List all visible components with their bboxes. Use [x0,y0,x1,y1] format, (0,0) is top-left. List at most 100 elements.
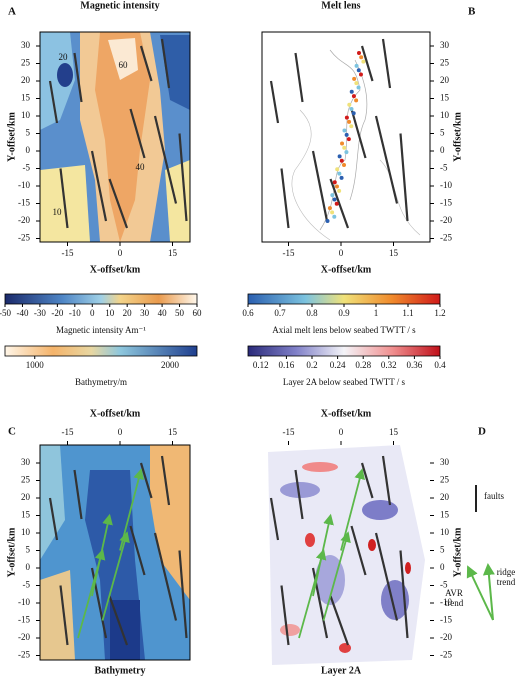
fault [294,469,304,520]
panel-letter: C [8,426,16,438]
melt-lens-point [342,145,347,150]
y-tick-label: 20 [21,492,31,502]
fault [59,168,69,229]
fault [129,525,146,576]
colorbar-label: Layer 2A below seabed TWTT / s [283,377,406,387]
melt-lens-point [337,154,342,159]
fault [350,525,367,576]
y-tick-label: 25 [440,475,450,485]
trend-arrow [312,513,334,597]
colorbar-label: Magnetic intensity Am⁻¹ [56,325,146,335]
panel-title: Magnetic intensity [80,0,159,11]
fault [280,168,290,229]
colorbar-tick-label: 0.9 [338,308,350,318]
y-tick-label: 30 [440,457,450,467]
fault [160,38,171,89]
fault [178,133,188,222]
y-tick-label: -5 [23,163,31,173]
melt-lens-point [349,107,354,111]
fault [129,108,146,159]
legend-avr-trend: trend [445,598,464,608]
x-tick-label: 15 [389,427,399,437]
contour-label: 20 [59,52,69,62]
colorbar-tick-label: -30 [34,308,46,318]
x-tick-label: 15 [389,248,399,258]
x-tick-label: 15 [168,248,178,258]
fault [90,150,108,222]
fault [280,585,290,646]
panel-caption: Layer 2A [321,665,362,676]
y-tick-label: 25 [21,475,31,485]
y-tick-label: 0 [440,562,445,572]
panel-caption: Bathymetry [94,665,145,676]
colorbar-tick-label: -20 [51,308,63,318]
x-axis-label: X-offset/km [321,408,372,419]
y-tick-label: 15 [21,93,31,103]
trend-arrow [340,468,365,551]
y-tick-label: 15 [21,510,31,520]
y-axis-label: Y-offset/km [6,527,17,577]
fault [329,178,350,229]
melt-lens-point [332,197,337,202]
melt-lens-point [342,128,347,133]
fault [399,550,409,639]
panel-letter: A [8,6,16,18]
legend-ridge-trend: trend [497,577,516,587]
melt-lens-point [358,72,363,77]
fault [153,115,178,204]
y-tick-label: 20 [440,492,450,502]
y-tick-label: 0 [440,145,445,155]
y-tick-label: 10 [440,527,450,537]
y-tick-label: -25 [440,650,452,660]
melt-lens-point [330,193,335,198]
y-axis-label: Y-offset/km [6,112,17,162]
melt-lens-point [325,219,330,223]
x-tick-label: -15 [62,248,74,258]
x-axis-label: X-offset/km [321,264,372,275]
y-tick-label: -5 [23,580,31,590]
map-melt-lens [262,32,430,242]
y-tick-label: 10 [440,110,450,120]
colorbar-tick-label: 60 [193,308,203,318]
fault [374,115,399,204]
fault [360,45,374,82]
melt-lens-point [337,171,342,176]
colorbar [247,293,441,305]
avr-trend-arrow [466,565,494,621]
fault [73,469,83,520]
colorbar-label: Bathymetry/m [75,377,127,387]
y-tick-label: -10 [18,180,30,190]
fault [294,52,304,103]
contour-label: 60 [119,60,129,70]
melt-lens-point [327,206,332,211]
x-tick-label: 0 [118,427,123,437]
melt-lens-point [349,89,354,94]
colorbar-tick-label: 10 [105,308,115,318]
fault [73,52,83,103]
frame [261,31,431,243]
y-tick-label: 20 [21,75,31,85]
melt-lens-point [361,59,366,64]
legend-ridge-trend: ridge [497,567,516,577]
colorbar-tick-label: 0.28 [355,360,371,370]
frame [39,444,191,661]
y-tick-label: -25 [18,650,30,660]
y-axis-label: Y-offset/km [452,112,463,162]
y-tick-label: 5 [26,545,31,555]
melt-lens-point [334,184,339,189]
melt-lens-point [337,188,342,193]
y-tick-label: -10 [440,180,452,190]
melt-lens-point [344,132,349,137]
colorbar-tick-label: 30 [140,308,150,318]
melt-lens-point [354,81,359,86]
x-axis-label: X-offset/km [90,264,141,275]
fault [399,133,409,222]
y-tick-label: 5 [26,128,31,138]
colorbar-tick-label: 2000 [161,360,180,370]
fault [374,532,399,621]
y-tick-label: -15 [440,615,452,625]
panel-letter: B [468,6,476,18]
colorbar-tick-label: 0.32 [381,360,397,370]
fault [329,595,350,646]
melt-lens-point [339,158,344,163]
